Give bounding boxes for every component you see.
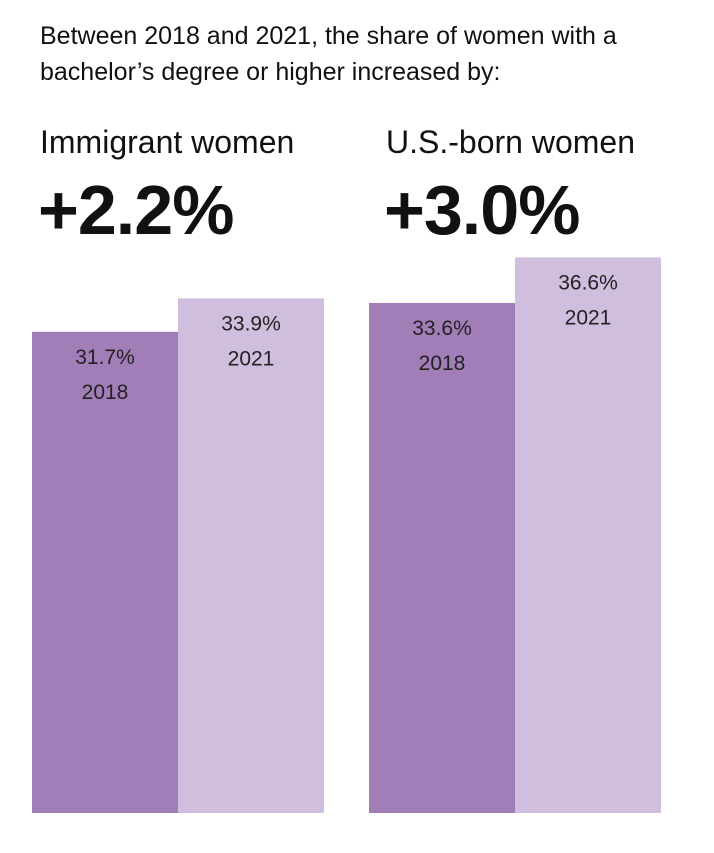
group-label-us-born-women: U.S.-born women — [386, 124, 635, 160]
bar-value-label-immigrant-women-2021: 33.9% — [221, 312, 281, 335]
bar-u-s-born-women-2021 — [515, 257, 661, 813]
bar-value-label-u-s-born-women-2018: 33.6% — [412, 317, 472, 340]
bar-year-label-immigrant-women-2018: 2018 — [82, 381, 129, 404]
bar-u-s-born-women-2018 — [369, 302, 515, 813]
group-change-us-born-women: +3.0% — [384, 171, 580, 249]
group-change-immigrant-women: +2.2% — [38, 171, 234, 249]
bar-year-label-u-s-born-women-2018: 2018 — [419, 352, 466, 375]
group-label-immigrant-women: Immigrant women — [40, 124, 295, 160]
chart-intro-text: Between 2018 and 2021, the share of wome… — [40, 22, 617, 86]
bar-immigrant-women-2018 — [32, 331, 178, 813]
bar-value-label-immigrant-women-2018: 31.7% — [75, 346, 135, 369]
bar-year-label-u-s-born-women-2021: 2021 — [565, 306, 612, 329]
bar-year-label-immigrant-women-2021: 2021 — [228, 347, 275, 370]
bar-value-label-u-s-born-women-2021: 36.6% — [558, 271, 618, 294]
bar-immigrant-women-2021 — [178, 298, 324, 813]
